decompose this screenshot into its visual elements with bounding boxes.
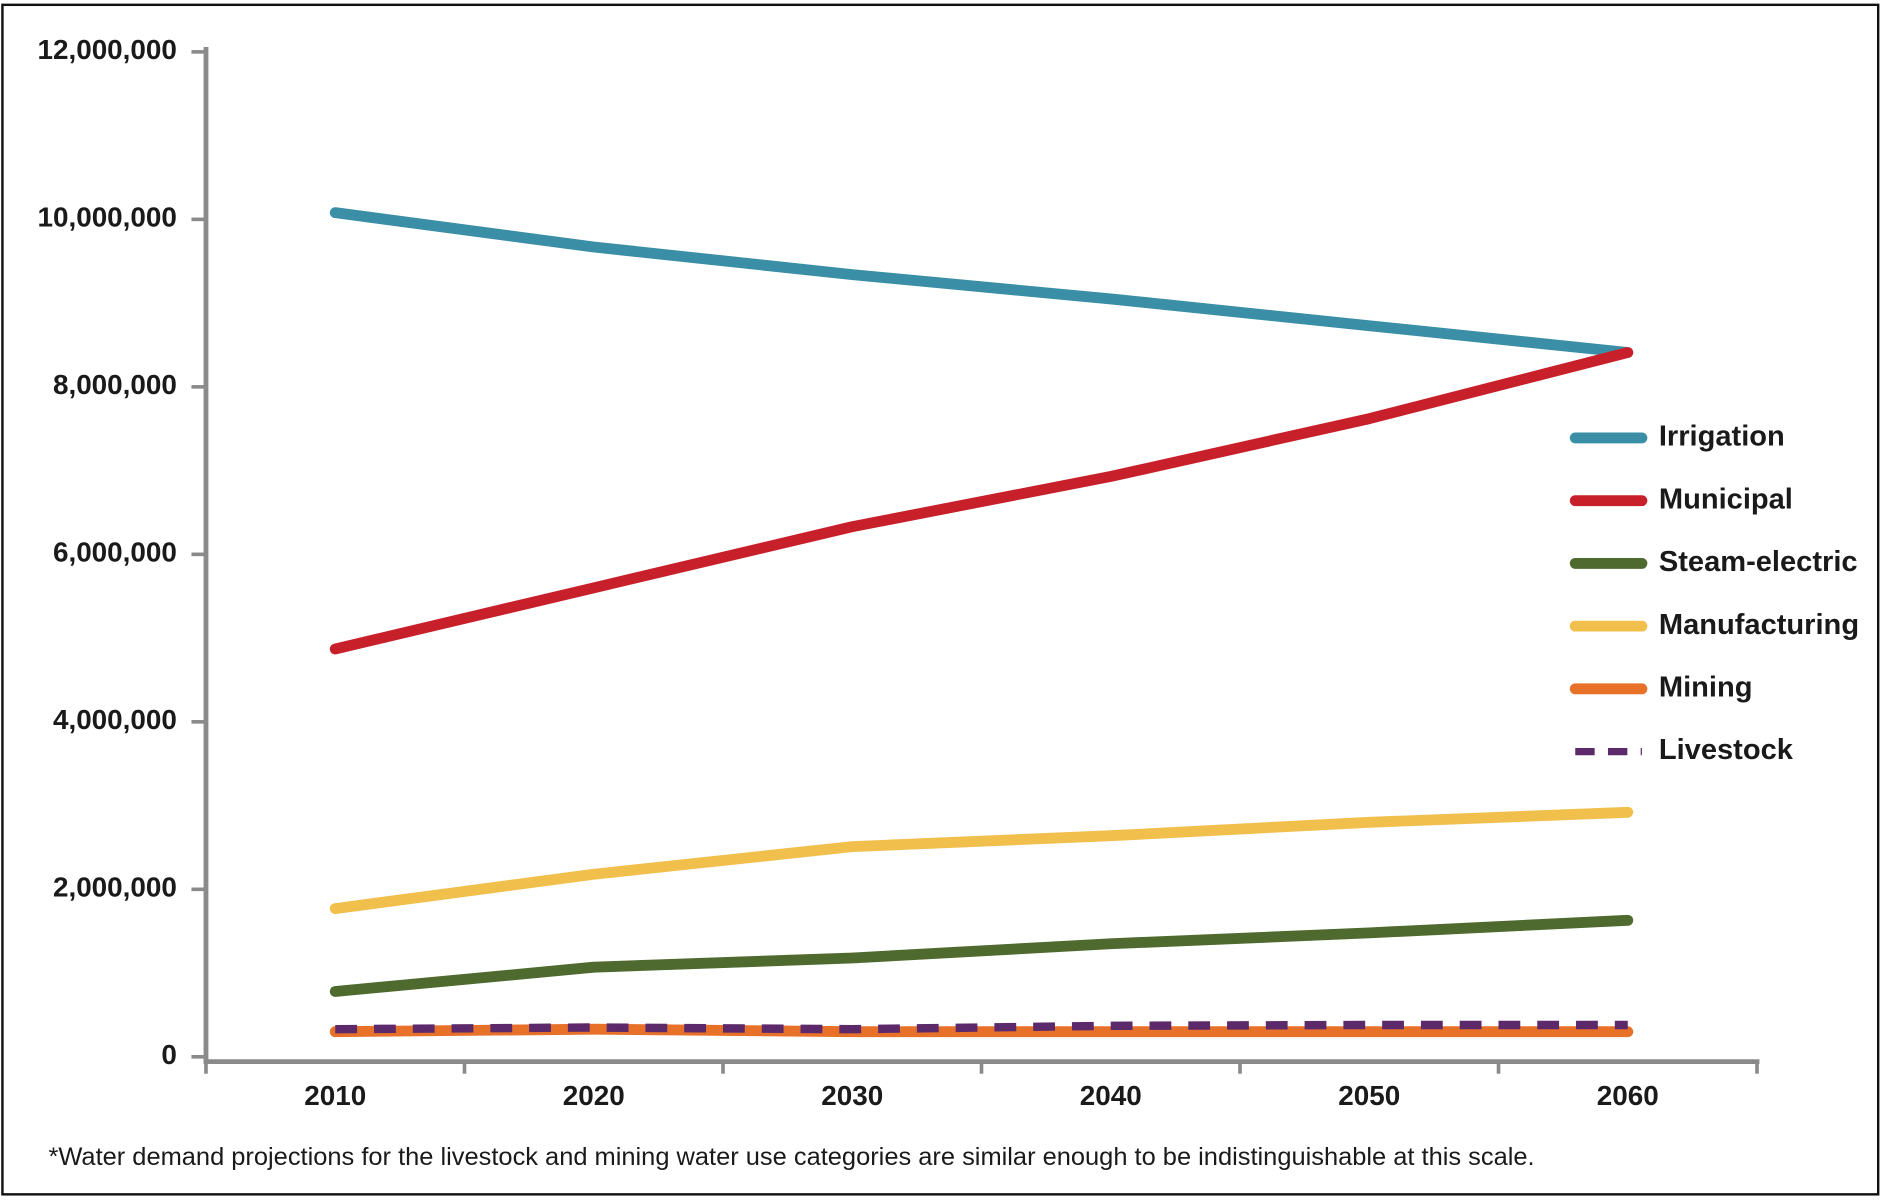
footnote: *Water demand projections for the livest… [48, 1143, 1534, 1171]
x-tick-label: 2060 [1597, 1080, 1659, 1111]
x-tick-label: 2040 [1080, 1080, 1142, 1111]
x-tick-label: 2030 [821, 1080, 883, 1111]
x-tick-label: 2050 [1338, 1080, 1400, 1111]
legend-label: Municipal [1659, 483, 1793, 515]
series-line [329, 1023, 1634, 1038]
chart-frame [1, 3, 1880, 1196]
y-tick-label: 0 [161, 1039, 177, 1070]
series-line [329, 347, 1634, 655]
series-line [335, 1020, 1628, 1034]
legend-label: Irrigation [1659, 421, 1785, 453]
y-tick-label: 8,000,000 [53, 369, 177, 400]
y-tick-label: 12,000,000 [37, 34, 176, 65]
legend-label: Steam-electric [1659, 546, 1858, 578]
y-tick-label: 6,000,000 [53, 537, 177, 568]
y-tick-label: 2,000,000 [53, 872, 177, 903]
y-tick-label: 10,000,000 [37, 202, 176, 233]
legend-label: Manufacturing [1659, 609, 1859, 641]
legend-label: Mining [1659, 672, 1753, 704]
series-line [329, 806, 1634, 915]
x-tick-label: 2020 [563, 1080, 625, 1111]
legend-label: Livestock [1659, 734, 1794, 766]
x-tick-label: 2010 [304, 1080, 366, 1111]
series-line [329, 914, 1634, 997]
series-line [329, 207, 1634, 358]
y-tick-label: 4,000,000 [53, 704, 177, 735]
